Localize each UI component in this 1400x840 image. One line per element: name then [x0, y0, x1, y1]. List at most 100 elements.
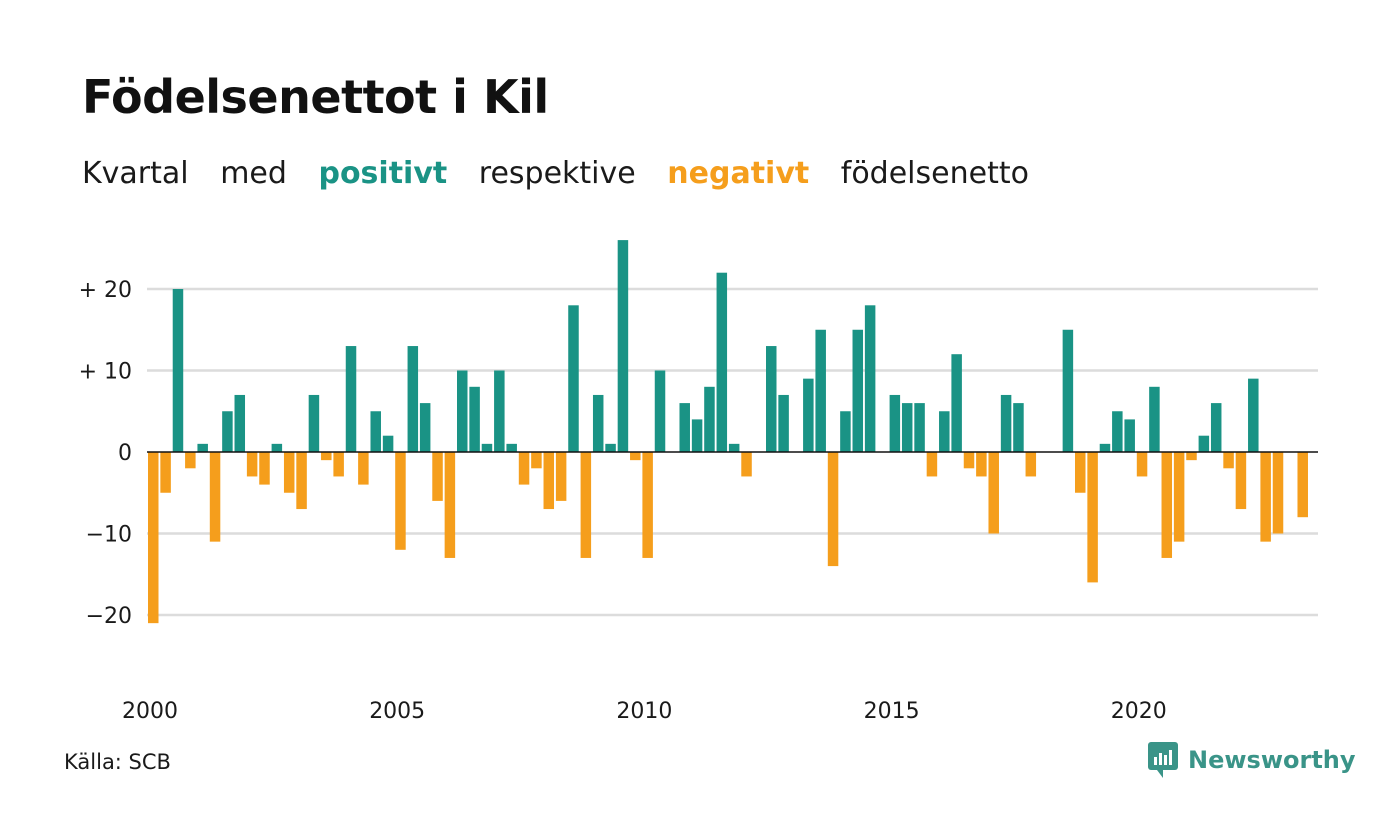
bar-negative — [543, 452, 555, 510]
bar-positive — [506, 443, 517, 452]
bar-positive — [457, 370, 468, 452]
bar-positive — [1062, 329, 1074, 452]
bar-positive — [234, 394, 246, 452]
bar-negative — [259, 452, 270, 485]
bar-negative — [518, 452, 530, 485]
bar-positive — [679, 403, 690, 452]
bar-positive — [469, 386, 480, 452]
bar-positive — [914, 403, 925, 452]
bar-negative — [148, 452, 159, 624]
subtitle-negative-label: negativt — [667, 156, 810, 191]
bar-positive — [419, 403, 431, 452]
bar-positive — [197, 443, 208, 452]
bar-positive — [407, 346, 419, 452]
bar-negative — [246, 452, 258, 477]
subtitle-word-med: med — [220, 156, 287, 191]
bar-negative — [358, 452, 369, 485]
bar-positive — [271, 443, 283, 452]
bar-negative — [444, 452, 456, 558]
bar-positive — [889, 394, 901, 452]
bar-positive — [654, 370, 666, 452]
y-tick-label: + 10 — [79, 360, 132, 385]
bar-positive — [222, 411, 233, 452]
bar-negative — [1075, 452, 1086, 493]
x-tick-label: 2020 — [1111, 699, 1167, 724]
newsworthy-logo-icon — [1148, 742, 1178, 778]
bar-negative — [988, 452, 999, 534]
bar-positive — [568, 305, 579, 452]
bar-positive — [481, 443, 493, 452]
bar-negative — [741, 452, 752, 477]
bar-negative — [531, 452, 542, 469]
bar-negative — [1173, 452, 1185, 542]
bar-positive — [939, 411, 950, 452]
bar-positive — [605, 443, 616, 452]
bar-negative — [1272, 452, 1284, 534]
bar-positive — [1099, 443, 1111, 452]
bar-positive — [1112, 411, 1123, 452]
subtitle-word-kvartal: Kvartal — [82, 156, 189, 191]
y-tick-label: 0 — [118, 441, 132, 466]
bar-positive — [840, 411, 851, 452]
bar-negative — [1087, 452, 1098, 583]
bar-negative — [395, 452, 406, 550]
bar-positive — [1198, 435, 1210, 452]
bar-positive — [382, 435, 394, 452]
subtitle-positive-label: positivt — [318, 156, 448, 191]
bar-negative — [209, 452, 221, 542]
bar-positive — [815, 329, 826, 452]
bar-negative — [1223, 452, 1234, 469]
source-note: Källa: SCB — [64, 750, 171, 774]
bar-negative — [580, 452, 592, 558]
bar-positive — [704, 386, 715, 452]
bar-negative — [321, 452, 332, 461]
bar-positive — [1210, 403, 1222, 452]
bar-positive — [691, 419, 703, 452]
bar-negative — [432, 452, 443, 501]
bar-negative — [296, 452, 307, 510]
bar-negative — [976, 452, 987, 477]
bar-positive — [308, 394, 320, 452]
bar-negative — [926, 452, 938, 477]
bar-negative — [1186, 452, 1197, 461]
bar-positive — [1124, 419, 1135, 452]
x-tick-label: 2005 — [369, 699, 425, 724]
brand-logo: Newsworthy — [1148, 742, 1356, 778]
bar-negative — [827, 452, 839, 567]
bar-positive — [345, 346, 357, 452]
bar-positive — [370, 411, 381, 452]
bar-positive — [852, 329, 864, 452]
bar-negative — [1297, 452, 1308, 518]
bar-negative — [333, 452, 344, 477]
chart-subtitle: Kvartal med positivt respektive negativt… — [82, 156, 1051, 191]
bar-negative — [630, 452, 641, 461]
bar-negative — [963, 452, 975, 469]
bar-positive — [592, 394, 604, 452]
chart-title: Födelsenettot i Kil — [82, 70, 549, 124]
y-tick-label: −10 — [86, 523, 132, 548]
bar-negative — [642, 452, 653, 558]
bar-negative — [1136, 452, 1148, 477]
bar-negative — [555, 452, 567, 501]
bar-negative — [283, 452, 295, 493]
bar-negative — [1260, 452, 1271, 542]
bar-positive — [1248, 378, 1259, 452]
bar-positive — [901, 403, 913, 452]
bar-positive — [716, 272, 728, 452]
subtitle-word-fodelsenetto: födelsenetto — [840, 156, 1029, 191]
bar-positive — [951, 354, 962, 452]
bar-negative — [185, 452, 196, 469]
bar-negative — [1161, 452, 1173, 558]
bar-negative — [1025, 452, 1037, 477]
y-tick-label: + 20 — [79, 278, 132, 303]
bar-positive — [1149, 386, 1160, 452]
y-tick-label: −20 — [86, 604, 132, 629]
bar-positive — [172, 289, 184, 452]
brand-name: Newsworthy — [1188, 746, 1356, 774]
bar-positive — [1013, 403, 1024, 452]
bar-positive — [1000, 394, 1012, 452]
bar-positive — [778, 394, 789, 452]
x-tick-label: 2010 — [616, 699, 672, 724]
bar-positive — [494, 370, 505, 452]
